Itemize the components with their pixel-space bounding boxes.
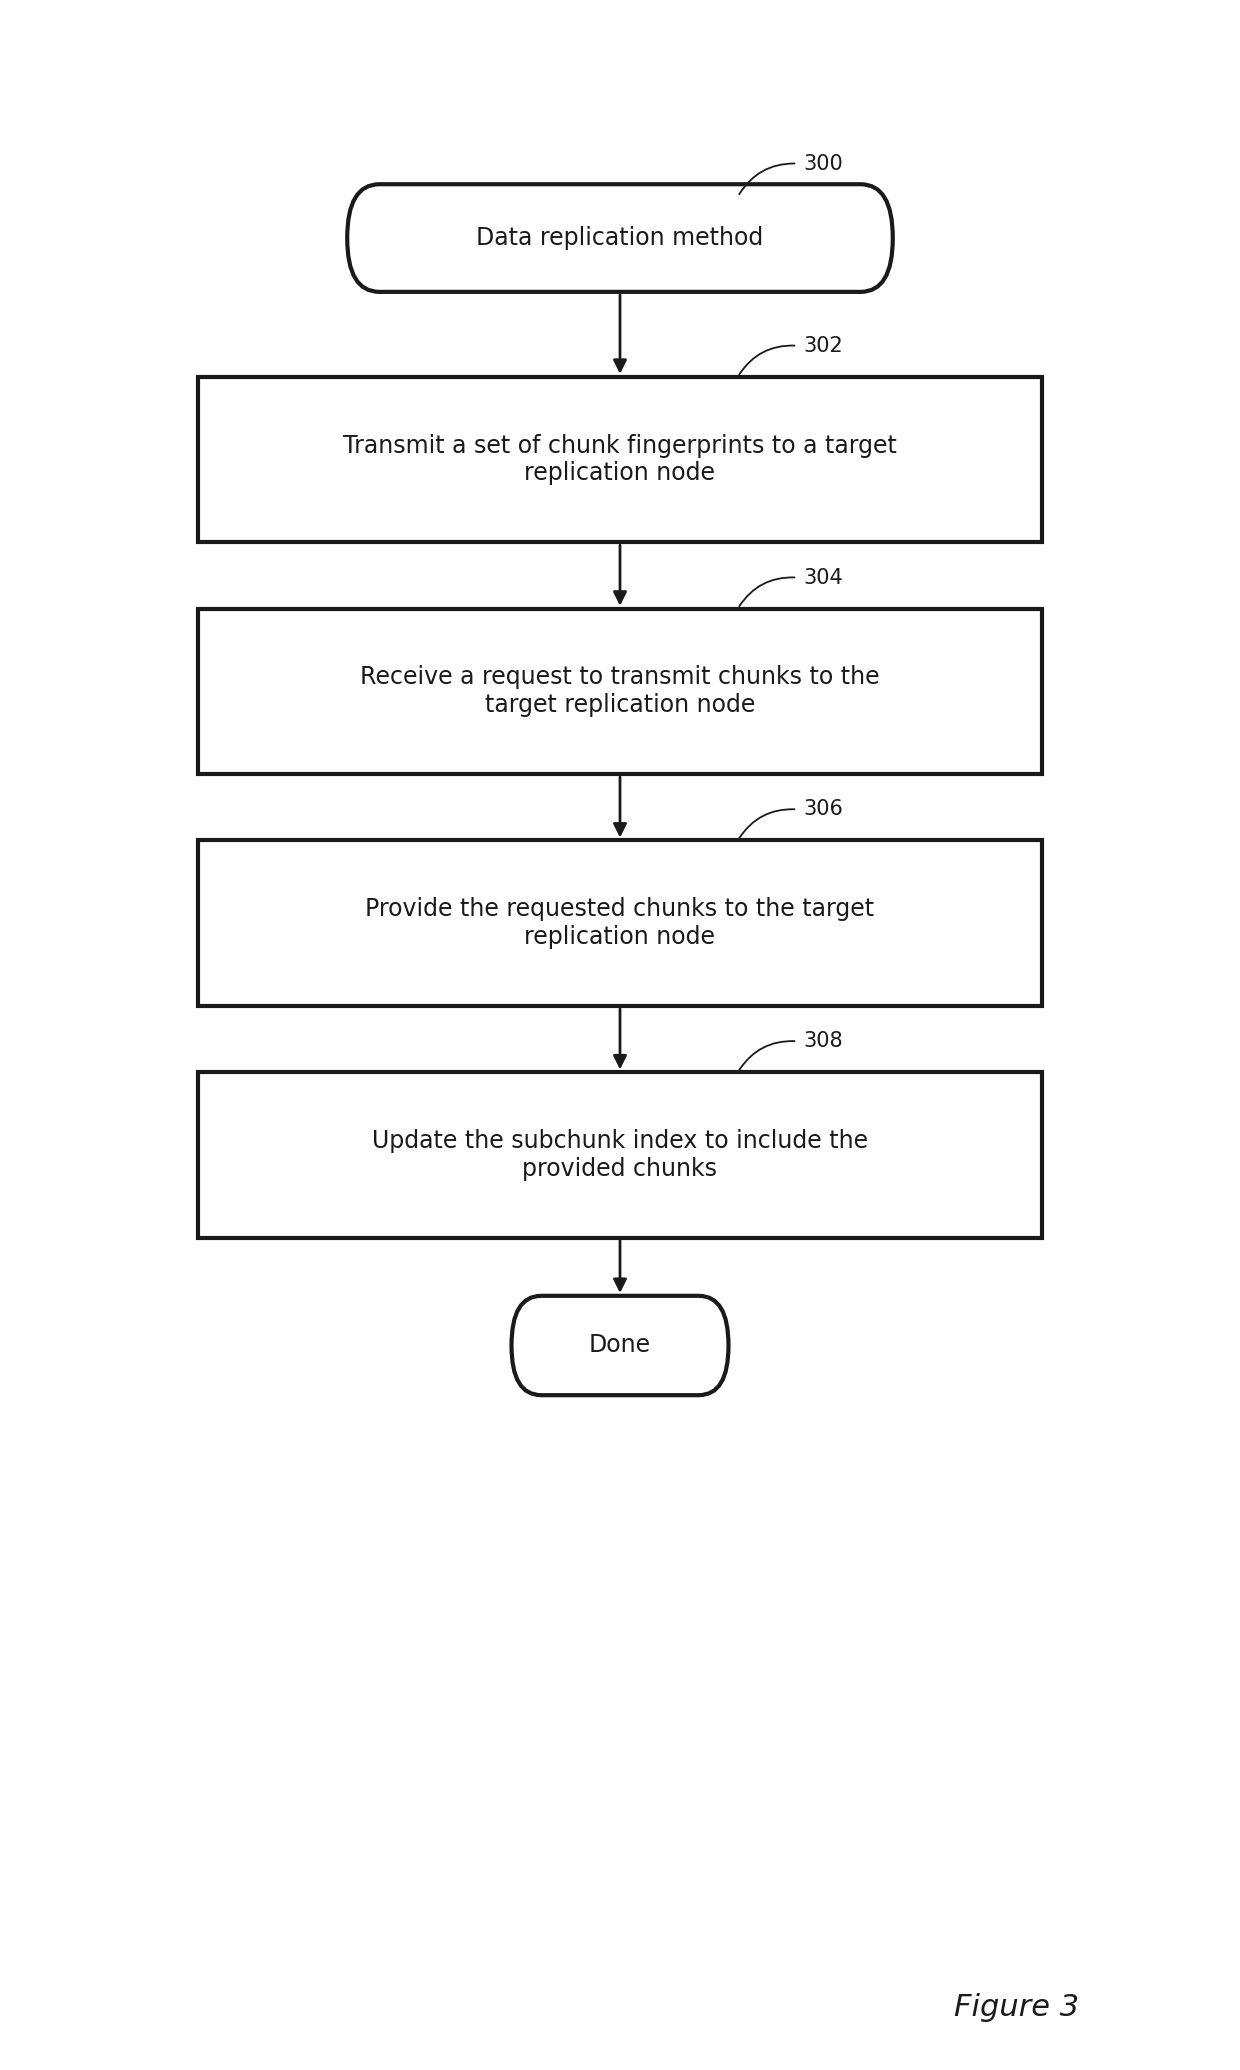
Text: Transmit a set of chunk fingerprints to a target
replication node: Transmit a set of chunk fingerprints to … xyxy=(343,433,897,486)
Text: Receive a request to transmit chunks to the
target replication node: Receive a request to transmit chunks to … xyxy=(360,664,880,718)
Text: Figure 3: Figure 3 xyxy=(955,1993,1079,2022)
FancyBboxPatch shape xyxy=(198,609,1042,774)
FancyBboxPatch shape xyxy=(198,1072,1042,1238)
Text: 308: 308 xyxy=(804,1031,843,1052)
Text: Provide the requested chunks to the target
replication node: Provide the requested chunks to the targ… xyxy=(366,896,874,950)
FancyBboxPatch shape xyxy=(198,840,1042,1006)
Text: Data replication method: Data replication method xyxy=(476,226,764,250)
Text: 302: 302 xyxy=(804,335,843,356)
Text: Update the subchunk index to include the
provided chunks: Update the subchunk index to include the… xyxy=(372,1128,868,1182)
FancyBboxPatch shape xyxy=(198,377,1042,542)
Text: 300: 300 xyxy=(804,153,843,174)
FancyBboxPatch shape xyxy=(511,1296,728,1395)
Text: 304: 304 xyxy=(804,567,843,588)
Text: Done: Done xyxy=(589,1333,651,1358)
Text: 306: 306 xyxy=(804,799,843,820)
FancyBboxPatch shape xyxy=(347,184,893,292)
